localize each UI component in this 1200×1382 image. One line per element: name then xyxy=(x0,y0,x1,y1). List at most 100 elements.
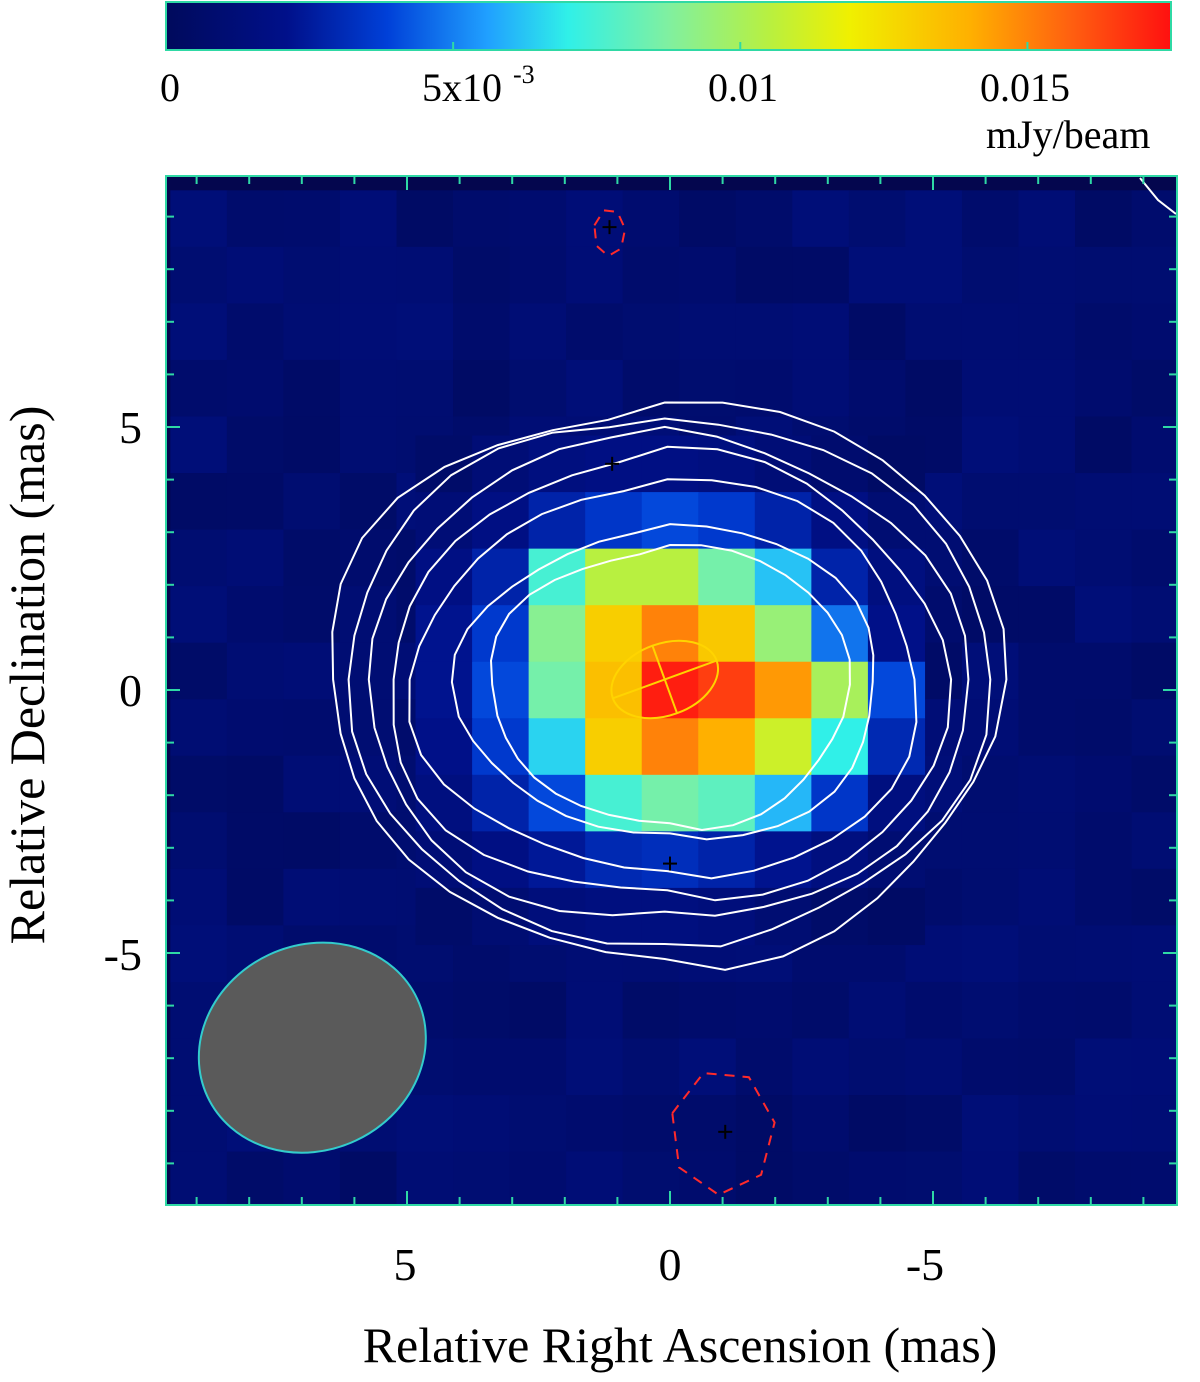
background-cell xyxy=(566,1038,624,1096)
background-cell xyxy=(339,359,398,418)
background-cell xyxy=(679,246,737,304)
background-cell xyxy=(1075,303,1133,361)
background-cell xyxy=(1131,812,1177,870)
background-cell xyxy=(1018,1095,1076,1153)
heatmap-cell xyxy=(698,774,756,832)
background-cell xyxy=(622,190,680,248)
heatmap-cell xyxy=(811,435,869,493)
background-cell xyxy=(1131,529,1177,587)
background-cell xyxy=(679,1208,736,1265)
contour-level-4 xyxy=(392,445,953,902)
heatmap-cell xyxy=(585,887,643,946)
background-cell xyxy=(848,246,906,304)
heatmap-cell xyxy=(528,661,586,719)
heatmap-cell xyxy=(528,718,586,776)
background-cell xyxy=(1018,246,1076,304)
background-cell xyxy=(339,812,398,870)
background-cell xyxy=(1188,699,1200,756)
contour-level-5 xyxy=(408,478,918,880)
heatmap-cell xyxy=(867,718,926,776)
background-cell xyxy=(961,1095,1020,1153)
background-cell xyxy=(622,359,680,418)
background-cell xyxy=(509,1151,567,1205)
background-cell xyxy=(1131,359,1177,418)
background-cell xyxy=(170,359,228,418)
background-cell xyxy=(1188,416,1200,473)
background-cell xyxy=(283,529,341,587)
background-cell xyxy=(509,190,567,248)
background-cell xyxy=(905,190,963,248)
background-cell xyxy=(509,359,567,418)
background-cell xyxy=(283,586,341,644)
background-cell xyxy=(1075,868,1133,926)
colorbar-tick-label-0: 0 xyxy=(160,65,180,110)
background-cell xyxy=(226,190,284,248)
heatmap-cell xyxy=(641,718,699,776)
background-cell xyxy=(905,981,963,1040)
background-cell xyxy=(622,246,680,304)
heatmap-cell xyxy=(698,435,756,493)
background-cell xyxy=(1075,1151,1133,1205)
background-cell xyxy=(1131,586,1177,644)
background-cell xyxy=(1131,246,1177,304)
background-cell xyxy=(961,642,1020,700)
background-cell xyxy=(679,303,737,361)
background-cell xyxy=(792,981,850,1040)
background-cell xyxy=(1188,1208,1200,1265)
heatmap-cell xyxy=(415,548,473,606)
background-cell xyxy=(622,1095,680,1153)
background-cell xyxy=(170,416,228,474)
background-cell xyxy=(170,303,228,361)
contours xyxy=(331,177,1177,1196)
model-minor-axis xyxy=(651,645,678,714)
background-cell xyxy=(283,246,341,304)
background-cell xyxy=(962,1208,1019,1265)
background-cell xyxy=(961,925,1020,983)
background-cell xyxy=(170,642,228,700)
background-cell xyxy=(1018,812,1076,870)
background-cell xyxy=(1018,359,1076,418)
background-cell xyxy=(1018,1208,1075,1265)
background-cell xyxy=(961,981,1020,1040)
heatmap-cell xyxy=(811,718,869,776)
background-cell xyxy=(1018,1038,1076,1096)
background-cell xyxy=(283,473,341,531)
background-cell xyxy=(792,1038,850,1096)
background-cell xyxy=(1188,756,1200,813)
background-cell xyxy=(453,246,511,304)
background-cell xyxy=(1131,642,1177,700)
background-cell xyxy=(1075,642,1133,700)
background-cell xyxy=(283,868,341,926)
background-cell xyxy=(170,190,228,248)
background-cell xyxy=(170,246,228,304)
model-ellipse xyxy=(610,639,720,720)
background-cell xyxy=(453,303,511,361)
overlays xyxy=(197,220,733,1154)
background-cell xyxy=(396,190,454,248)
background-cell xyxy=(735,981,793,1040)
background-cell xyxy=(1188,586,1200,643)
background-cell xyxy=(283,699,341,757)
heatmap-cell xyxy=(641,887,699,946)
background-cell xyxy=(679,359,737,418)
background-cell xyxy=(566,246,624,304)
background-cell xyxy=(622,1151,680,1205)
background-cell xyxy=(226,359,284,418)
background-cell xyxy=(848,190,906,248)
background-cell xyxy=(792,246,850,304)
background-cell xyxy=(792,359,850,418)
background-cell xyxy=(1188,643,1200,700)
background-cell xyxy=(396,1095,454,1153)
background-cell xyxy=(1075,1095,1133,1153)
background-cell xyxy=(227,1208,284,1265)
background-cell xyxy=(792,1151,850,1205)
background-cell xyxy=(1131,1038,1177,1096)
background-cell xyxy=(961,303,1020,361)
heatmap-cell xyxy=(528,605,586,663)
background-cell xyxy=(961,473,1020,531)
heatmap-cell xyxy=(811,492,869,550)
background-cell xyxy=(905,1038,963,1096)
background-cell xyxy=(339,190,398,248)
y-tick-label-0: 0 xyxy=(119,665,142,716)
background-cell xyxy=(1188,925,1200,982)
